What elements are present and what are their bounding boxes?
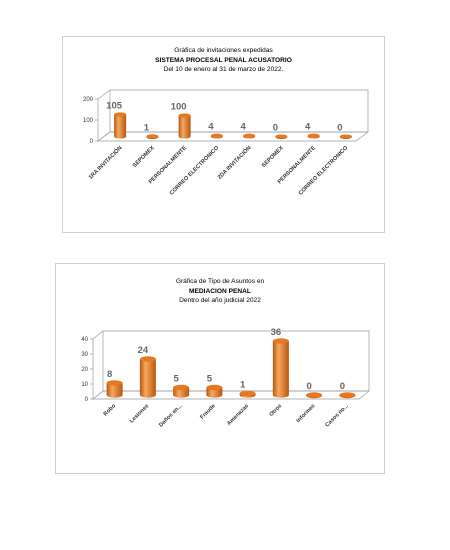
- chart-1-data-label: 4: [305, 122, 311, 133]
- chart-1-ytick-label: 0: [90, 139, 94, 145]
- chart-1-ytick-label: 100: [83, 118, 94, 124]
- chart-2-floor: [92, 390, 370, 400]
- chart-2-bar: [173, 384, 190, 398]
- chart-2-bar-body: [139, 359, 156, 398]
- chart-2-bar-cap: [272, 338, 289, 344]
- chart-2-category-label: Fraude: [199, 403, 216, 420]
- chart-1-data-label: 4: [208, 122, 214, 133]
- chart-2-ytick-label: 0: [85, 397, 89, 403]
- chart-1-bar: [114, 112, 127, 139]
- chart-2-subtitle: MEDIACION PENAL: [189, 287, 251, 295]
- chart-2-bar: [106, 380, 123, 398]
- chart-2-category-label: Lesiones: [129, 403, 150, 424]
- chart-2-category-label: Daños en...: [158, 403, 184, 429]
- chart-1-back-wall: [97, 89, 369, 141]
- chart-2-bar-cap: [139, 356, 156, 362]
- chart-2-ytick-label: 20: [81, 367, 88, 373]
- chart-2-bar-body: [173, 387, 190, 398]
- chart-1-floor: [96, 131, 370, 142]
- chart-1-data-label: 4: [240, 122, 246, 133]
- chart-2-category-label: Amenazas: [226, 403, 250, 427]
- chart-2-category-label: Robo: [103, 403, 118, 418]
- chart-1-data-label: 1: [144, 122, 150, 133]
- chart-2-bar-body: [106, 383, 123, 398]
- chart-2-data-label: 36: [271, 327, 282, 338]
- chart-1-bar-body: [178, 115, 191, 139]
- chart-2-back-wall: [92, 330, 370, 399]
- chart-1-category-label: SEPOMEX: [132, 145, 156, 169]
- chart-2-floor-edge: [92, 390, 104, 400]
- chart-2-ytick-label: 30: [81, 352, 88, 358]
- chart-2-category-label: Informes: [296, 403, 317, 424]
- chart-2-bar: [272, 338, 289, 398]
- chart-1-bar-cap: [339, 134, 352, 139]
- chart-2-bar-cap: [173, 384, 190, 391]
- chart-1-floor-edge: [97, 131, 111, 142]
- chart-2-bar-cap: [339, 392, 356, 398]
- chart-2-category-label: Casos no...: [324, 403, 350, 429]
- chart-2-bar: [206, 384, 223, 398]
- chart-1-title: Gráfica de invitaciones expedidas: [174, 47, 273, 54]
- chart-2-bar-body: [206, 387, 223, 398]
- chart-2-bar: [239, 390, 256, 398]
- chart-1-data-label: 105: [106, 100, 123, 111]
- chart-2-data-label: 0: [306, 381, 311, 392]
- chart-2-data-label: 5: [207, 374, 213, 385]
- chart-2-bar-cap: [306, 392, 323, 398]
- chart-1-titles: Gráfica de invitaciones expedidas SISTEM…: [63, 46, 384, 75]
- chart-2-bar-body: [272, 341, 289, 398]
- chart-1-bar: [210, 133, 223, 139]
- chart-1-bar-cap: [275, 134, 288, 139]
- chart-1-bar-cap: [307, 133, 320, 138]
- chart-2-date-range: Dentro del año judicial 2022: [179, 297, 261, 304]
- chart-1-bar: [178, 113, 191, 139]
- chart-2-bar: [306, 392, 323, 399]
- chart-1-bar: [307, 133, 320, 139]
- chart-2-bar: [339, 392, 356, 399]
- chart-1-ytick-label: 200: [83, 97, 94, 103]
- chart-1-bar: [275, 134, 288, 140]
- chart-2-titles: Gráfica de Tipo de Asuntos en MEDIACION …: [56, 277, 384, 306]
- chart-1-bar-cap: [210, 133, 223, 138]
- chart-2-ytick-label: 40: [81, 337, 88, 343]
- chart-1-bar: [243, 133, 256, 139]
- chart-1-data-label: 100: [171, 102, 187, 113]
- chart-1-bar: [146, 134, 159, 140]
- chart-2-bar-cap: [106, 380, 123, 386]
- chart-1-bar-cap: [114, 112, 127, 117]
- chart-1-subtitle: SISTEMA PROCESAL PENAL ACUSATORIO: [155, 56, 292, 64]
- chart-2-bar-cap: [206, 384, 223, 391]
- chart-2-data-label: 24: [138, 345, 149, 356]
- chart-1-category-label: 1RA INVITACIÓN: [86, 144, 123, 181]
- chart-1-bar-cap: [178, 113, 191, 118]
- chart-1-category-label: SEPOMEX: [261, 145, 285, 169]
- chart-1-bar: [339, 134, 352, 140]
- chart-2-data-label: 8: [107, 369, 112, 380]
- chart-panel-mediacion: Gráfica de Tipo de Asuntos en MEDIACION …: [55, 263, 385, 474]
- chart-2-title: Gráfica de Tipo de Asuntos en: [175, 278, 265, 285]
- chart-panel-invitaciones: Gráfica de invitaciones expedidas SISTEM…: [62, 36, 385, 233]
- chart-2-ytick-label: 10: [81, 382, 88, 388]
- chart-2-data-label: 0: [340, 381, 345, 392]
- chart-2-bar: [139, 356, 156, 398]
- chart-2-data-label: 5: [173, 374, 179, 385]
- chart-1-data-label: 0: [273, 123, 278, 134]
- chart-1-date-range: Del 10 de enero al 31 de marzo de 2022.: [163, 66, 284, 73]
- chart-1-bar-body: [114, 114, 127, 139]
- chart-1-bar-cap: [243, 133, 256, 138]
- chart-2-data-label: 1: [240, 380, 246, 391]
- chart-1-data-label: 0: [337, 123, 342, 134]
- chart-1-bar-cap: [146, 134, 159, 139]
- chart-2-category-label: Otros: [268, 403, 283, 418]
- chart-2-bar-cap: [239, 390, 256, 397]
- chart-1-category-label: 2DA INVITACIÓN: [215, 144, 252, 181]
